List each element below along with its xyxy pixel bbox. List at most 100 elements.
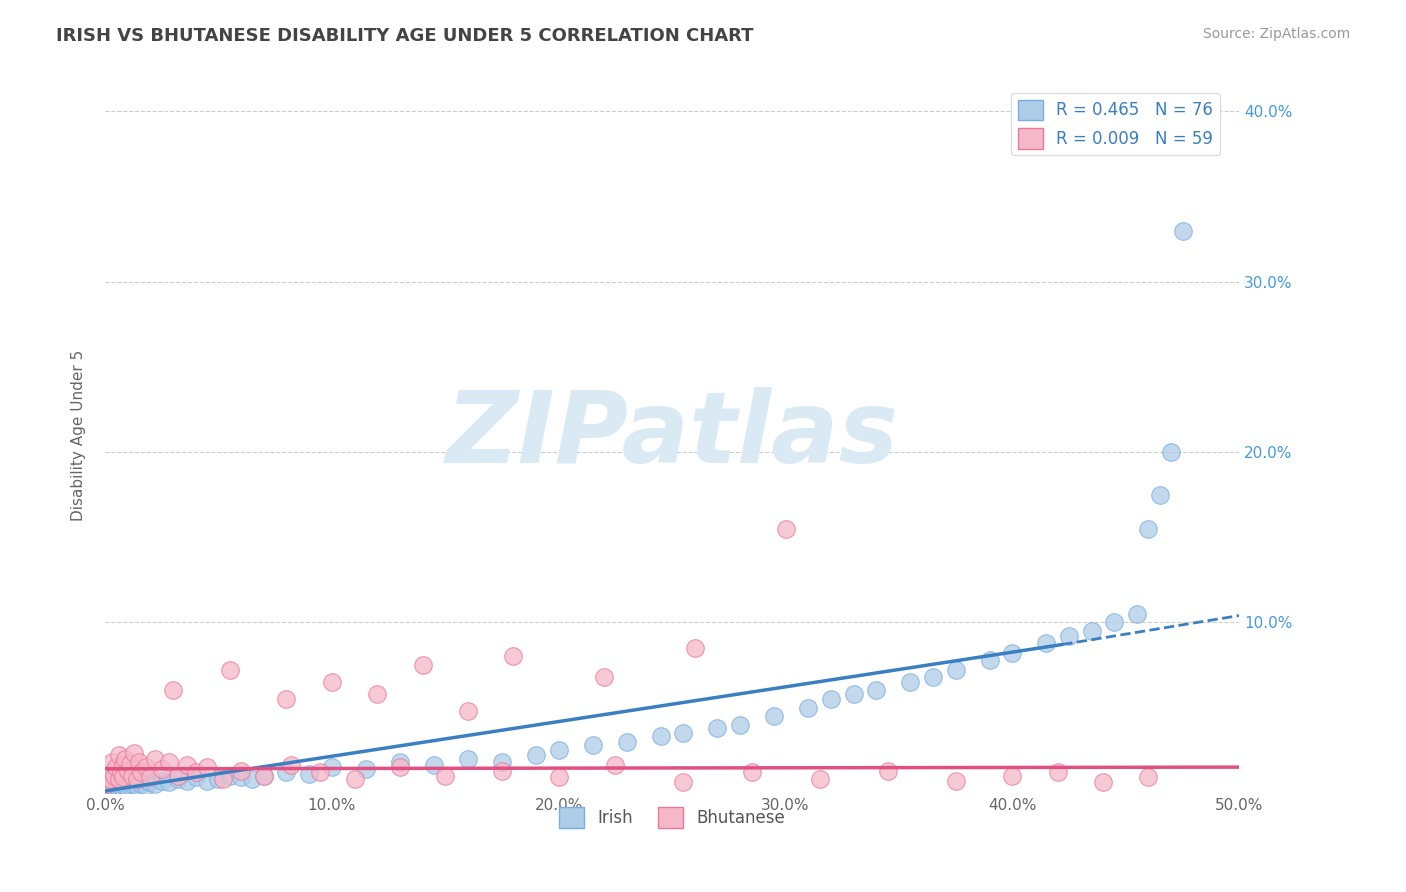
Point bbox=[105, 760, 128, 774]
Point bbox=[1137, 522, 1160, 536]
Point bbox=[605, 758, 627, 772]
Point bbox=[457, 704, 479, 718]
Point bbox=[105, 773, 128, 788]
Point bbox=[184, 765, 207, 780]
Point bbox=[118, 756, 141, 771]
Point bbox=[107, 780, 129, 795]
Point bbox=[125, 772, 148, 786]
Point bbox=[107, 772, 129, 786]
Point bbox=[457, 751, 479, 765]
Point bbox=[176, 773, 198, 788]
Point bbox=[309, 765, 332, 780]
Point bbox=[143, 777, 166, 791]
Point bbox=[1160, 445, 1182, 459]
Point bbox=[107, 775, 129, 789]
Point bbox=[121, 777, 143, 791]
Point bbox=[101, 775, 124, 789]
Point bbox=[98, 780, 121, 795]
Point bbox=[114, 751, 136, 765]
Point bbox=[820, 692, 842, 706]
Point bbox=[110, 779, 132, 793]
Point bbox=[728, 717, 751, 731]
Point bbox=[1046, 765, 1069, 780]
Legend: Irish, Bhutanese: Irish, Bhutanese bbox=[553, 801, 792, 834]
Point bbox=[112, 770, 135, 784]
Point bbox=[125, 779, 148, 793]
Point bbox=[354, 762, 377, 776]
Point bbox=[979, 653, 1001, 667]
Point bbox=[176, 758, 198, 772]
Point bbox=[298, 767, 321, 781]
Point bbox=[207, 772, 229, 786]
Point bbox=[1057, 629, 1080, 643]
Point bbox=[124, 775, 146, 789]
Point bbox=[1137, 770, 1160, 784]
Point bbox=[366, 687, 388, 701]
Point bbox=[321, 760, 343, 774]
Point bbox=[242, 772, 264, 786]
Point bbox=[672, 726, 695, 740]
Point bbox=[218, 769, 240, 783]
Point bbox=[922, 670, 945, 684]
Point bbox=[101, 755, 124, 769]
Point bbox=[876, 764, 898, 778]
Point bbox=[343, 772, 366, 786]
Point bbox=[1001, 769, 1024, 783]
Point bbox=[1126, 607, 1149, 621]
Point bbox=[128, 773, 150, 788]
Point bbox=[110, 765, 132, 780]
Point bbox=[593, 670, 616, 684]
Point bbox=[218, 663, 240, 677]
Point bbox=[616, 734, 638, 748]
Point bbox=[132, 772, 155, 786]
Point bbox=[650, 730, 672, 744]
Point bbox=[98, 772, 121, 786]
Point bbox=[945, 773, 967, 788]
Point bbox=[212, 772, 235, 786]
Point bbox=[842, 687, 865, 701]
Point bbox=[114, 779, 136, 793]
Point bbox=[229, 770, 252, 784]
Point bbox=[740, 765, 762, 780]
Point bbox=[1001, 646, 1024, 660]
Point bbox=[423, 758, 446, 772]
Point bbox=[118, 779, 141, 793]
Point bbox=[96, 782, 118, 797]
Point bbox=[112, 758, 135, 772]
Text: ZIPatlas: ZIPatlas bbox=[446, 386, 898, 483]
Point bbox=[276, 692, 298, 706]
Point bbox=[1149, 488, 1171, 502]
Point bbox=[672, 775, 695, 789]
Point bbox=[112, 777, 135, 791]
Point bbox=[865, 683, 887, 698]
Point bbox=[388, 755, 411, 769]
Point bbox=[136, 773, 159, 788]
Point bbox=[117, 775, 139, 789]
Point bbox=[121, 769, 143, 783]
Point bbox=[166, 772, 188, 786]
Point bbox=[105, 779, 128, 793]
Point bbox=[1171, 224, 1194, 238]
Point bbox=[797, 700, 820, 714]
Point bbox=[101, 779, 124, 793]
Point bbox=[898, 675, 921, 690]
Point bbox=[1092, 775, 1115, 789]
Point bbox=[547, 770, 569, 784]
Point bbox=[582, 738, 605, 752]
Point bbox=[128, 755, 150, 769]
Point bbox=[114, 773, 136, 788]
Point bbox=[110, 772, 132, 786]
Point bbox=[808, 772, 831, 786]
Point bbox=[135, 760, 157, 774]
Point bbox=[1035, 636, 1057, 650]
Point bbox=[103, 769, 125, 783]
Point bbox=[101, 765, 124, 780]
Point bbox=[502, 649, 524, 664]
Point bbox=[683, 640, 706, 655]
Text: IRISH VS BHUTANESE DISABILITY AGE UNDER 5 CORRELATION CHART: IRISH VS BHUTANESE DISABILITY AGE UNDER … bbox=[56, 27, 754, 45]
Point bbox=[945, 663, 967, 677]
Point bbox=[321, 675, 343, 690]
Point bbox=[253, 769, 276, 783]
Point bbox=[434, 769, 457, 783]
Text: Source: ZipAtlas.com: Source: ZipAtlas.com bbox=[1202, 27, 1350, 41]
